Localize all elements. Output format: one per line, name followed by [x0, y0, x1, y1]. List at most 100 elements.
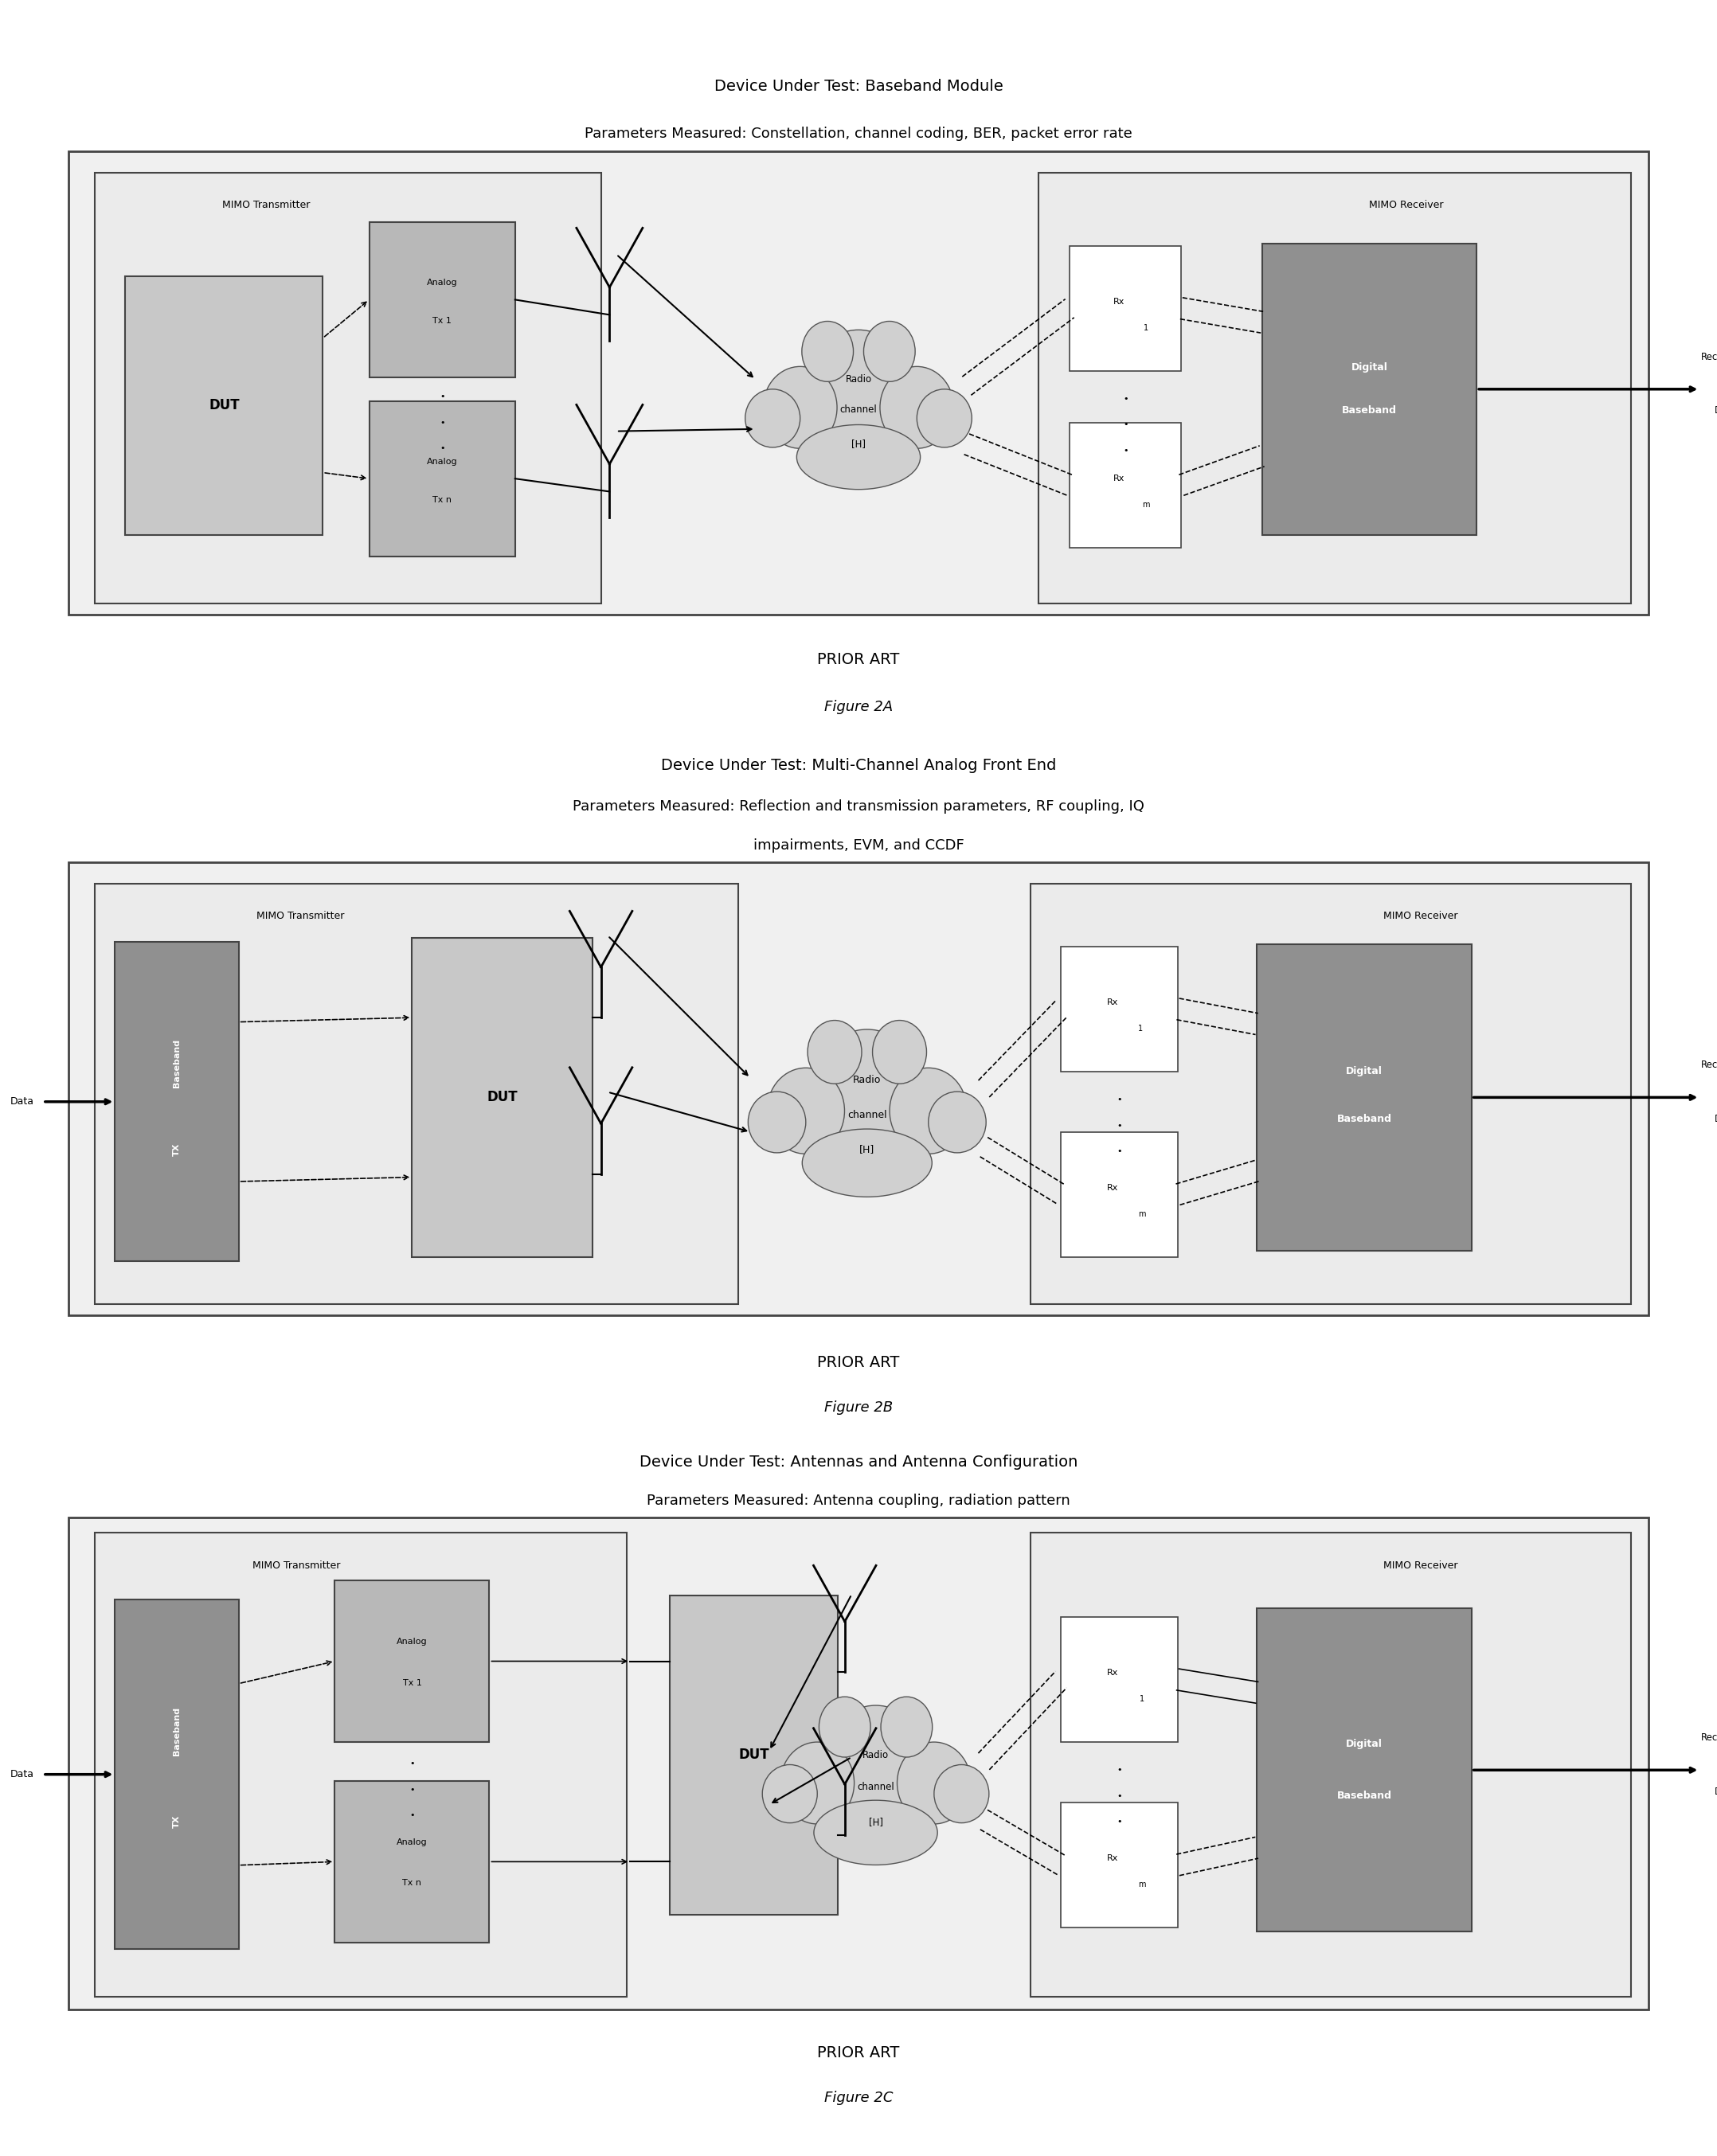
- Text: Device Under Test: Multi-Channel Analog Front End: Device Under Test: Multi-Channel Analog …: [661, 757, 1056, 774]
- Bar: [115, 942, 239, 1261]
- Bar: [94, 884, 738, 1304]
- Text: m: m: [1138, 1880, 1145, 1889]
- Text: •: •: [409, 1785, 416, 1794]
- Text: 1: 1: [1144, 323, 1149, 332]
- Text: TX: TX: [173, 1815, 180, 1828]
- Bar: [335, 1580, 489, 1742]
- Text: Rx: Rx: [1107, 1669, 1118, 1677]
- Text: Recovered: Recovered: [1702, 1061, 1717, 1069]
- Text: 1: 1: [1138, 1024, 1142, 1033]
- Text: •: •: [409, 1759, 416, 1768]
- Text: Analog: Analog: [428, 457, 457, 466]
- Text: Data: Data: [1714, 405, 1717, 416]
- Text: MIMO Transmitter: MIMO Transmitter: [221, 201, 311, 209]
- Text: PRIOR ART: PRIOR ART: [817, 651, 900, 668]
- Text: MIMO Receiver: MIMO Receiver: [1384, 1561, 1458, 1570]
- Ellipse shape: [767, 1067, 845, 1153]
- Bar: [69, 862, 1648, 1315]
- Text: •: •: [1116, 1766, 1123, 1774]
- Text: Digital: Digital: [1346, 1740, 1382, 1749]
- Text: Device Under Test: Antennas and Antenna Configuration: Device Under Test: Antennas and Antenna …: [639, 1453, 1078, 1470]
- Text: MIMO Transmitter: MIMO Transmitter: [256, 912, 345, 921]
- Text: Tx 1: Tx 1: [402, 1680, 422, 1686]
- Text: PRIOR ART: PRIOR ART: [817, 1354, 900, 1371]
- Text: MIMO Transmitter: MIMO Transmitter: [252, 1561, 340, 1570]
- Text: •: •: [440, 444, 445, 453]
- Ellipse shape: [802, 321, 853, 382]
- Bar: [1039, 172, 1631, 604]
- Text: Rx: Rx: [1107, 998, 1118, 1007]
- Text: channel: channel: [846, 1110, 888, 1119]
- Text: Tx n: Tx n: [433, 496, 452, 505]
- Bar: [1061, 1802, 1178, 1927]
- Bar: [412, 938, 592, 1257]
- Text: Baseband: Baseband: [173, 1039, 180, 1087]
- Ellipse shape: [824, 1705, 927, 1818]
- Text: DUT: DUT: [738, 1749, 769, 1761]
- Text: Baseband: Baseband: [1341, 405, 1398, 416]
- Ellipse shape: [814, 1028, 920, 1147]
- Text: Recovered: Recovered: [1702, 351, 1717, 362]
- Text: Parameters Measured: Antenna coupling, radiation pattern: Parameters Measured: Antenna coupling, r…: [647, 1494, 1070, 1507]
- Text: Tx n: Tx n: [402, 1880, 422, 1886]
- Text: Figure 2C: Figure 2C: [824, 2091, 893, 2104]
- Text: •: •: [409, 1811, 416, 1820]
- Ellipse shape: [762, 1764, 817, 1824]
- Text: Rx: Rx: [1107, 1184, 1118, 1192]
- Bar: [1257, 944, 1471, 1250]
- Bar: [1061, 946, 1178, 1072]
- Text: Rx: Rx: [1113, 474, 1125, 483]
- Text: •: •: [1116, 1818, 1123, 1826]
- Bar: [1061, 1617, 1178, 1742]
- Bar: [369, 222, 515, 377]
- Text: Data: Data: [10, 1770, 34, 1779]
- Text: channel: channel: [857, 1783, 895, 1792]
- Text: •: •: [440, 418, 445, 427]
- Text: Baseband: Baseband: [173, 1708, 180, 1755]
- Ellipse shape: [762, 367, 838, 448]
- Ellipse shape: [802, 1130, 932, 1197]
- Text: Tx 1: Tx 1: [433, 317, 452, 326]
- Bar: [1070, 423, 1181, 548]
- Bar: [125, 276, 323, 535]
- Text: •: •: [1123, 420, 1128, 429]
- Text: [H]: [H]: [869, 1818, 883, 1826]
- Ellipse shape: [881, 367, 955, 448]
- Text: [H]: [H]: [852, 440, 865, 448]
- Ellipse shape: [889, 1067, 967, 1153]
- Text: •: •: [1123, 395, 1128, 403]
- Ellipse shape: [797, 425, 920, 489]
- Text: Data: Data: [1714, 1115, 1717, 1123]
- Text: Baseband: Baseband: [1336, 1115, 1392, 1123]
- Text: Figure 2B: Figure 2B: [824, 1401, 893, 1414]
- Text: Figure 2A: Figure 2A: [824, 701, 893, 714]
- Ellipse shape: [780, 1742, 853, 1824]
- Text: Parameters Measured: Reflection and transmission parameters, RF coupling, IQ: Parameters Measured: Reflection and tran…: [573, 800, 1144, 813]
- Text: Analog: Analog: [397, 1839, 428, 1846]
- Ellipse shape: [881, 1697, 932, 1757]
- Bar: [94, 172, 601, 604]
- Text: [H]: [H]: [860, 1145, 874, 1153]
- Ellipse shape: [929, 1091, 986, 1153]
- Text: MIMO Receiver: MIMO Receiver: [1368, 201, 1444, 209]
- Text: •: •: [1123, 446, 1128, 455]
- Bar: [115, 1600, 239, 1949]
- Text: Rx: Rx: [1113, 298, 1125, 306]
- Bar: [1061, 1132, 1178, 1257]
- Bar: [1030, 884, 1631, 1304]
- Text: PRIOR ART: PRIOR ART: [817, 2044, 900, 2061]
- Text: channel: channel: [840, 405, 877, 414]
- Bar: [670, 1595, 838, 1915]
- Ellipse shape: [814, 1800, 937, 1865]
- Text: Baseband: Baseband: [1336, 1792, 1392, 1800]
- Text: Analog: Analog: [397, 1639, 428, 1645]
- Ellipse shape: [896, 1742, 972, 1824]
- Ellipse shape: [807, 330, 910, 442]
- Bar: [335, 1781, 489, 1943]
- Ellipse shape: [807, 1020, 862, 1084]
- Text: DUT: DUT: [209, 399, 239, 412]
- Text: DUT: DUT: [488, 1091, 517, 1104]
- Text: Data: Data: [1714, 1787, 1717, 1796]
- Text: Digital: Digital: [1346, 1067, 1382, 1076]
- Text: •: •: [1116, 1792, 1123, 1800]
